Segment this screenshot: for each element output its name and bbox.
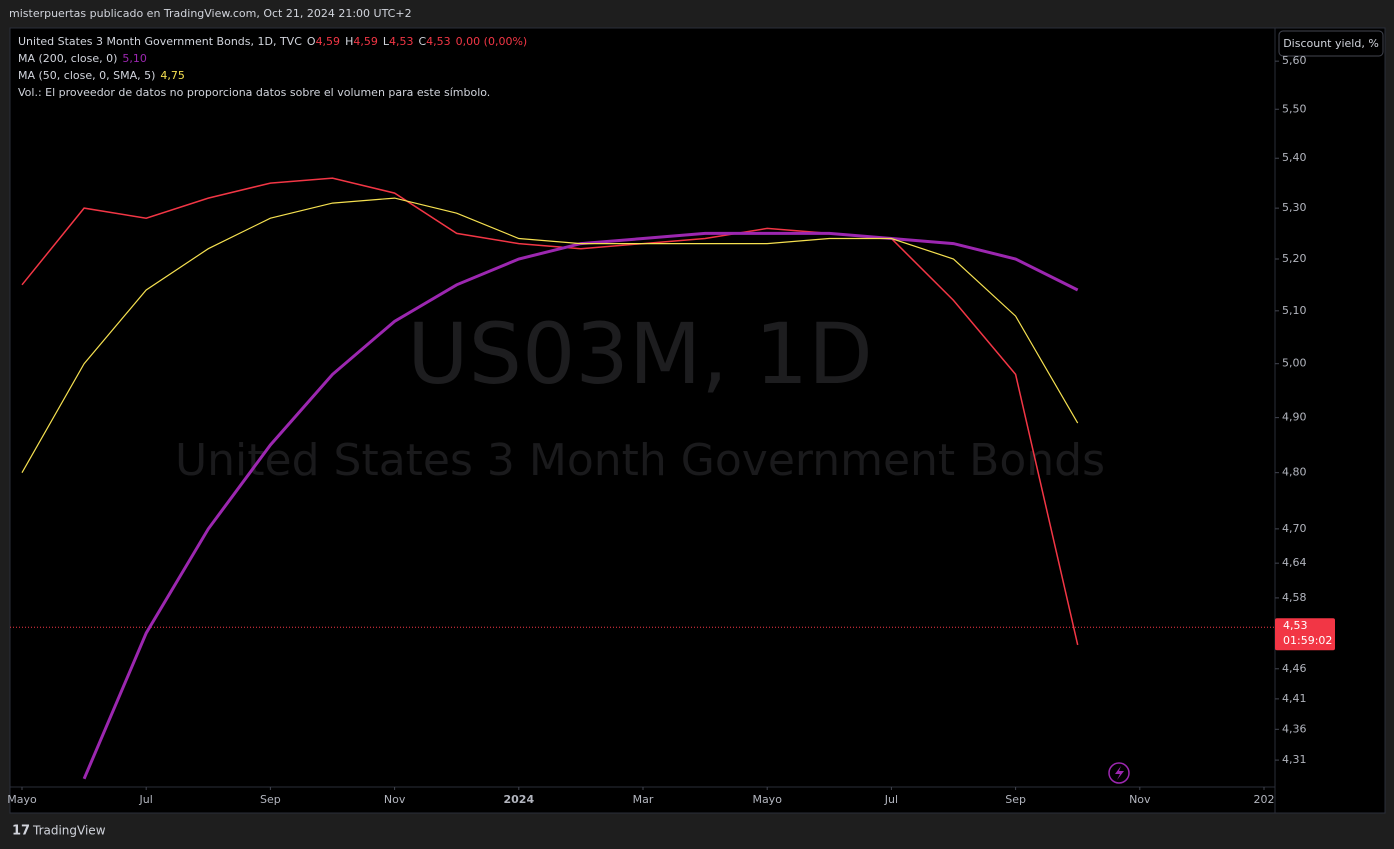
ma-value: 5,10: [122, 52, 147, 65]
x-tick-label: Sep: [1005, 793, 1026, 806]
x-tick-label: Jul: [884, 793, 898, 806]
y-tick-label: 4,36: [1282, 722, 1307, 735]
ohlc-value: 4,59: [316, 35, 341, 48]
countdown: 01:59:02: [1283, 634, 1332, 647]
last-price-label: 4,53: [1283, 619, 1308, 632]
x-tick-label: Nov: [384, 793, 406, 806]
unit-button[interactable]: [1278, 30, 1384, 57]
ohlc-key: C: [418, 35, 426, 48]
publisher-line: misterpuertas publicado en TradingView.c…: [9, 7, 412, 20]
series-line: [21, 177, 1079, 646]
last-price-box: [1275, 618, 1335, 651]
unit-button-label[interactable]: Discount yield, %: [1283, 37, 1379, 50]
y-tick-label: 4,58: [1282, 591, 1307, 604]
ohlc-key: O: [307, 35, 316, 48]
watermark-description: United States 3 Month Government Bonds: [175, 435, 1105, 486]
y-tick-label: 4,41: [1282, 692, 1307, 705]
x-tick-label: 202: [1254, 793, 1275, 806]
y-tick-label: 5,30: [1282, 201, 1307, 214]
y-tick-label: 5,20: [1282, 252, 1307, 265]
y-tick-label: 4,80: [1282, 466, 1307, 479]
y-tick-label: 4,46: [1282, 662, 1307, 675]
y-tick-label: 4,90: [1282, 411, 1307, 424]
legend-symbol: United States 3 Month Government Bonds, …: [18, 35, 527, 48]
ohlc-value: 4,53: [426, 35, 451, 48]
y-tick-label: 5,40: [1282, 151, 1307, 164]
legend: United States 3 Month Government Bonds, …: [18, 35, 527, 99]
plot: [10, 177, 1275, 780]
y-tick-label: 4,31: [1282, 753, 1307, 766]
x-tick-label: Nov: [1129, 793, 1151, 806]
footer-brand: TradingView: [32, 824, 106, 838]
y-tick-label: 4,70: [1282, 522, 1307, 535]
x-tick-label: Sep: [260, 793, 281, 806]
y-tick-label: 5,60: [1282, 54, 1307, 67]
watermark-symbol: US03M, 1D: [407, 305, 873, 403]
x-tick-label: Mar: [633, 793, 654, 806]
footer-logo: 17: [12, 824, 30, 839]
chart-panel: [9, 27, 1386, 814]
ohlc-value: 4,59: [353, 35, 378, 48]
y-tick-label: 5,50: [1282, 102, 1307, 115]
x-tick-label: 2024: [503, 793, 534, 806]
series-line: [21, 197, 1079, 473]
x-tick-label: Jul: [139, 793, 153, 806]
legend-ma50: MA (50, close, 0, SMA, 5) 4,75: [18, 69, 185, 82]
ohlc-key: L: [383, 35, 390, 48]
legend-ma200: MA (200, close, 0) 5,10: [18, 52, 147, 65]
ohlc-value: 4,53: [389, 35, 414, 48]
ohlc-key: H: [345, 35, 353, 48]
y-tick-label: 5,10: [1282, 304, 1307, 317]
y-tick-label: 5,00: [1282, 357, 1307, 370]
x-tick-label: Mayo: [7, 793, 37, 806]
alert-icon[interactable]: [1108, 762, 1130, 784]
ma-value: 4,75: [160, 69, 185, 82]
y-tick-label: 4,64: [1282, 556, 1307, 569]
legend-volume: Vol.: El proveedor de datos no proporcio…: [18, 86, 490, 99]
alert-icon-bolt: [1115, 766, 1124, 780]
x-tick-label: Mayo: [752, 793, 782, 806]
change: 0,00 (0,00%): [456, 35, 528, 48]
